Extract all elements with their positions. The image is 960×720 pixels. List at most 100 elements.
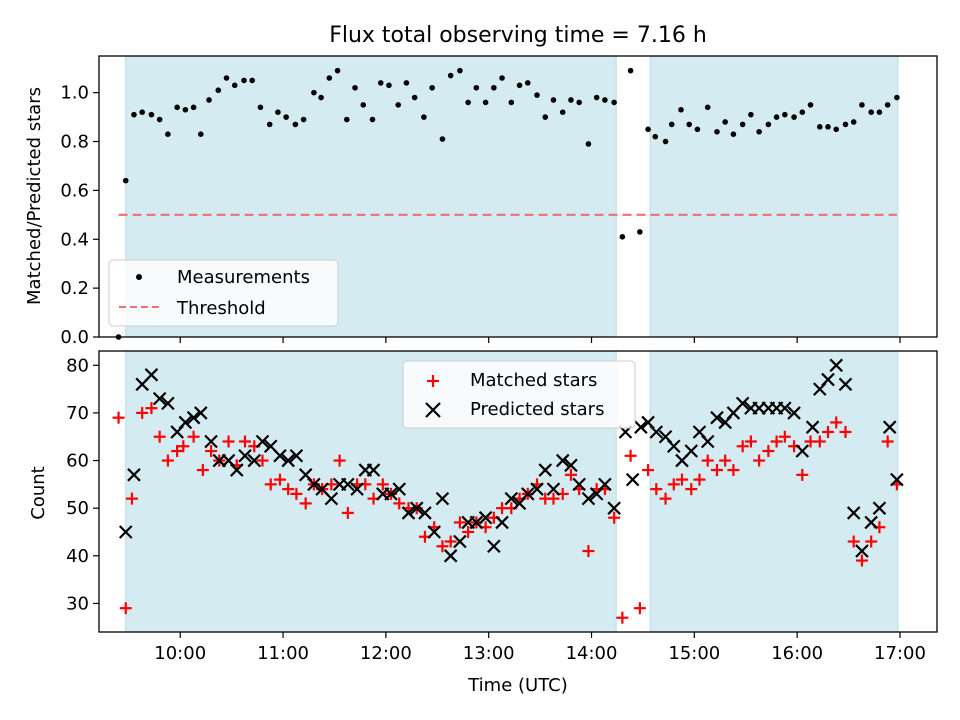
predicted-star-point: [805, 420, 820, 434]
legend-matched-label: Matched stars: [470, 370, 597, 391]
matched-star-point: [582, 545, 595, 558]
matched-star-point: [744, 435, 757, 448]
predicted-star-point: [281, 453, 295, 468]
top-panel: 0.0 0.2 0.4 0.6 0.8 1.0 Matched/Predicted sta…: [24, 55, 938, 348]
measurement-point: [550, 97, 557, 103]
predicted-star-point: [366, 463, 381, 477]
measurement-point: [748, 111, 754, 118]
measurement-point: [611, 99, 617, 106]
measurement-point: [756, 128, 762, 135]
measurement-point: [559, 109, 566, 115]
x-tick-label: 11:00: [257, 643, 309, 664]
measurement-point: [174, 104, 180, 111]
matched-star-point: [693, 473, 706, 486]
predicted-star-point: [255, 434, 270, 449]
top-legend: Measurements Threshold: [108, 259, 339, 327]
measurement-point: [534, 92, 540, 98]
predicted-star-point: [872, 501, 887, 515]
measurement-point: [662, 138, 669, 145]
predicted-star-point: [572, 477, 586, 492]
matched-star-point: [685, 483, 698, 496]
measurement-point: [311, 89, 317, 96]
measurement-point: [859, 102, 865, 108]
predicted-star-point: [864, 515, 878, 530]
matched-star-point: [642, 464, 655, 477]
matched-star-point: [177, 440, 190, 453]
measurement-point: [686, 121, 692, 128]
measurement-point: [447, 72, 454, 79]
measurement-point: [704, 104, 711, 111]
measurement-point: [131, 111, 137, 118]
matched-star-point: [778, 430, 791, 443]
y-tick-label: 0.6: [60, 180, 89, 201]
measurement-point: [516, 82, 523, 89]
measurement-point: [377, 80, 384, 86]
matched-star-point: [608, 511, 621, 524]
matched-star-point: [736, 440, 749, 453]
matched-star-point: [145, 402, 158, 415]
top-x-ticks: [179, 337, 901, 343]
measurement-point: [421, 114, 427, 120]
matched-star-point: [436, 540, 449, 553]
matched-star-point: [153, 430, 166, 443]
measurement-point: [585, 141, 592, 147]
measurement-point: [508, 99, 515, 106]
measurement-point: [730, 131, 737, 137]
measurement-point: [360, 102, 367, 108]
matched-star-point: [273, 473, 286, 486]
measurement-point: [473, 84, 480, 91]
matched-star-point: [299, 497, 312, 510]
measurement-point: [524, 80, 531, 86]
matched-star-point: [462, 525, 475, 538]
matched-star-point: [376, 478, 389, 491]
y-tick-label: 80: [66, 355, 89, 376]
measurement-point: [576, 99, 582, 106]
measurement-point: [542, 114, 549, 120]
predicted-star-point: [787, 406, 801, 420]
predicted-star-point: [324, 491, 339, 506]
measurement-point: [602, 97, 608, 103]
measurement-point: [206, 97, 212, 103]
predicted-star-point: [735, 396, 750, 411]
measurement-point: [439, 136, 446, 142]
predicted-star-point: [530, 482, 544, 496]
measurement-point: [782, 111, 788, 118]
predicted-star-points: [118, 358, 904, 563]
measurement-point: [499, 75, 505, 81]
measurement-point: [165, 131, 171, 137]
matched-star-point: [719, 454, 732, 467]
measurement-point: [156, 116, 163, 123]
predicted-star-point: [795, 444, 810, 458]
measurement-point: [868, 109, 874, 115]
predicted-star-point: [238, 449, 252, 463]
x-tick-label: 16:00: [771, 643, 823, 664]
predicted-star-point: [710, 410, 724, 425]
predicted-star-point: [161, 396, 175, 411]
measurement-point: [765, 121, 772, 128]
predicted-star-point: [520, 487, 535, 501]
predicted-star-point: [882, 420, 897, 434]
matched-star-point: [865, 535, 878, 548]
y-tick-label: 0.2: [60, 278, 89, 299]
measurement-point: [215, 87, 222, 94]
measurement-point: [344, 116, 350, 123]
measurement-point: [799, 109, 806, 115]
measurement-point: [627, 67, 634, 74]
predicted-star-point: [469, 515, 484, 530]
measurement-point: [876, 109, 883, 115]
y-tick-label: 0.8: [60, 132, 89, 153]
y-tick-label: 30: [66, 593, 89, 614]
measurement-point: [122, 177, 129, 184]
measurement-point: [465, 99, 471, 106]
matched-star-point: [753, 454, 766, 467]
predicted-star-point: [890, 472, 904, 487]
matched-star-point: [813, 435, 826, 448]
matched-star-point: [333, 454, 346, 467]
measurement-point: [678, 106, 684, 113]
shaded-region: [649, 55, 899, 338]
predicted-star-point: [186, 410, 201, 425]
matched-star-point: [830, 416, 843, 429]
predicted-star-point: [538, 463, 553, 477]
measurement-point: [300, 116, 307, 123]
measurement-point: [619, 234, 626, 240]
